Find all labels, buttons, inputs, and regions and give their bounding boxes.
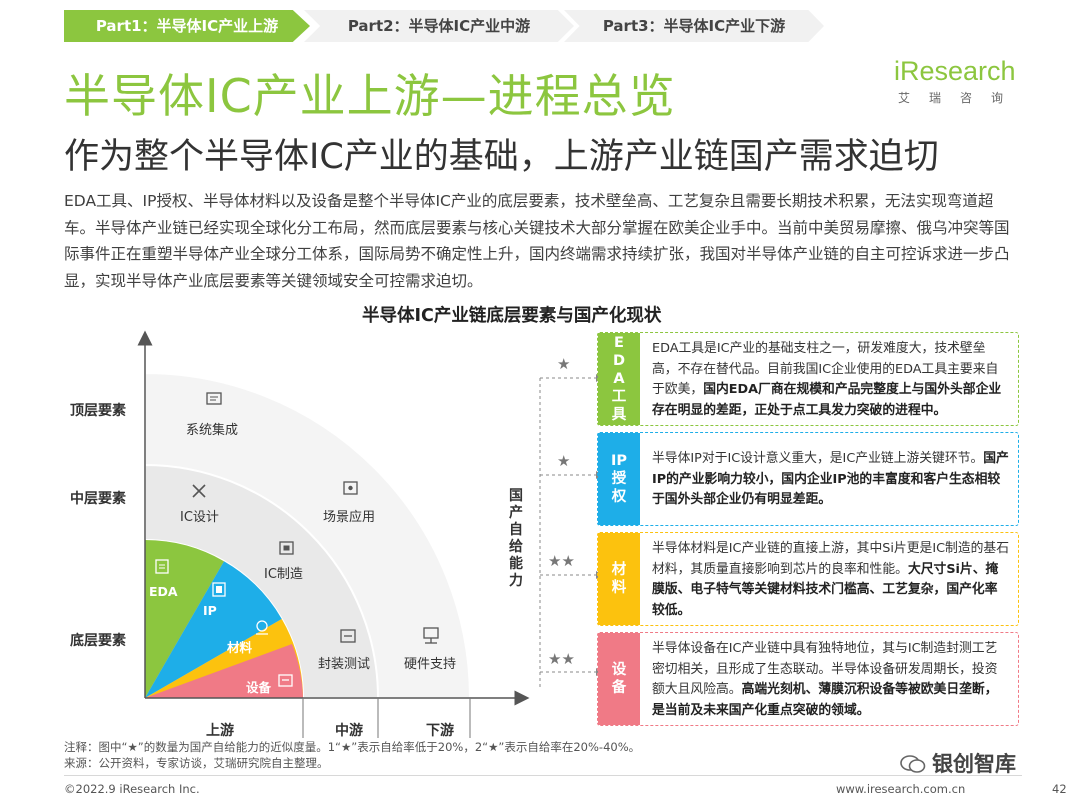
sector-material-label: 材料 <box>226 640 253 655</box>
diagram-title: 半导体IC产业链底层要素与国产化现状 <box>362 306 662 326</box>
card-ip: IP授权 半导体IP对于IC设计意义重大，是IC产业链上游关键环节。国产IP的产… <box>597 432 1019 526</box>
stage-downstream-label: 下游 <box>426 722 454 739</box>
card-ip-body: 半导体IP对于IC设计意义重大，是IC产业链上游关键环节。国产IP的产业影响力较… <box>652 451 1009 507</box>
stage-midstream-label: 中游 <box>335 722 363 739</box>
card-device-body: 半导体设备在IC产业链中具有独特地位，其与IC制造封测工艺密切相关，且形成了生态… <box>652 641 998 718</box>
level-mid-label: 中层要素 <box>70 490 126 507</box>
region-system-integration: 系统集成 <box>186 422 238 438</box>
intro-paragraph: EDA工具、IP授权、半导体材料以及设备是整个半导体IC产业的底层要素，技术壁垒… <box>64 192 1010 290</box>
tab-part2[interactable]: Part2：半导体IC产业中游 <box>304 10 574 42</box>
region-ic-manufacture: IC制造 <box>264 567 303 582</box>
sector-device <box>145 644 303 698</box>
part-tabs: Part1：半导体IC产业上游 Part2：半导体IC产业中游 Part3：半导… <box>64 10 824 42</box>
sector-ip-label: IP <box>203 603 217 618</box>
page-number: 42 <box>1052 782 1067 796</box>
stars-device: ★★ <box>548 650 575 668</box>
tab-part1[interactable]: Part1：半导体IC产业上游 <box>64 10 310 42</box>
card-eda-body: EDA工具是IC产业的基础支柱之一，研发难度大，技术壁垒高，不存在替代品。目前我… <box>652 341 1002 418</box>
footer-copyright: ©2022.9 iResearch Inc. <box>64 782 200 796</box>
stage-upstream-label: 上游 <box>206 722 234 739</box>
ip-icon <box>212 582 226 597</box>
card-material: 材料 半导体材料是IC产业链的直接上游，其中Si片更是IC制造的基石材料，其质量… <box>597 532 1019 626</box>
ic-manufacture-icon <box>279 541 294 555</box>
sector-device-label: 设备 <box>246 680 272 695</box>
region-package-test: 封装测试 <box>318 657 370 672</box>
iresearch-logo: iResearch 艾瑞咨询 <box>894 56 1024 106</box>
device-icon <box>278 674 293 687</box>
quarter-circle-diagram: 顶层要素 中层要素 底层要素 上游 中游 下游 系统集成 IC设计 场景应用 I… <box>70 330 530 739</box>
sector-eda <box>145 540 224 698</box>
sector-eda-label: EDA <box>149 584 178 599</box>
card-ip-tag: IP授权 <box>598 433 640 525</box>
watermark-text: 银创智库 <box>932 752 1016 776</box>
region-hardware-support: 硬件支持 <box>404 657 456 672</box>
stars-eda: ★ <box>557 355 571 373</box>
wechat-icon <box>900 755 926 773</box>
logo-subtext: 艾瑞咨询 <box>898 91 1023 105</box>
card-material-body: 半导体材料是IC产业链的直接上游，其中Si片更是IC制造的基石材料，其质量直接影… <box>652 541 1010 618</box>
hardware-support-icon <box>423 627 439 644</box>
scene-application-icon <box>343 481 358 495</box>
watermark: 银创智库 <box>900 748 1016 778</box>
note-line: 注释：图中“★”的数量为国产自给能力的近似度量。1“★”表示自给率低于20%，2… <box>64 740 641 754</box>
material-icon <box>256 620 268 635</box>
package-test-icon <box>340 629 356 643</box>
self-sufficiency-axis-label: 国产自给能力 <box>509 488 523 589</box>
logo-text: iResearch <box>894 56 1016 86</box>
eda-icon <box>155 559 169 574</box>
sector-ip <box>145 561 282 698</box>
source-line: 来源：公开资料，专家访谈，艾瑞研究院自主整理。 <box>64 756 329 770</box>
page-title: 半导体IC产业上游—进程总览 <box>64 69 676 123</box>
ic-design-icon <box>192 484 206 498</box>
notes: 注释：图中“★”的数量为国产自给能力的近似度量。1“★”表示自给率低于20%，2… <box>64 739 640 771</box>
region-ic-design: IC设计 <box>180 510 219 525</box>
tab-part3[interactable]: Part3：半导体IC产业下游 <box>564 10 824 42</box>
region-scene-application: 场景应用 <box>323 509 375 525</box>
level-bottom-label: 底层要素 <box>70 632 126 649</box>
stars-material: ★★ <box>548 552 575 570</box>
card-device-tag: 设备 <box>598 633 640 725</box>
footer-divider <box>64 775 1022 776</box>
card-device: 设备 半导体设备在IC产业链中具有独特地位，其与IC制造封测工艺密切相关，且形成… <box>597 632 1019 726</box>
page-subtitle: 作为整个半导体IC产业的基础，上游产业链国产需求迫切 <box>64 137 939 177</box>
footer-website[interactable]: www.iresearch.com.cn <box>836 782 966 796</box>
level-top-label: 顶层要素 <box>70 402 126 419</box>
card-material-tag: 材料 <box>598 533 640 625</box>
stars-ip: ★ <box>557 452 571 470</box>
system-integration-icon <box>206 392 222 405</box>
card-eda: EDA工具 EDA工具是IC产业的基础支柱之一，研发难度大，技术壁垒高，不存在替… <box>597 332 1019 426</box>
card-eda-tag: EDA工具 <box>598 333 640 425</box>
